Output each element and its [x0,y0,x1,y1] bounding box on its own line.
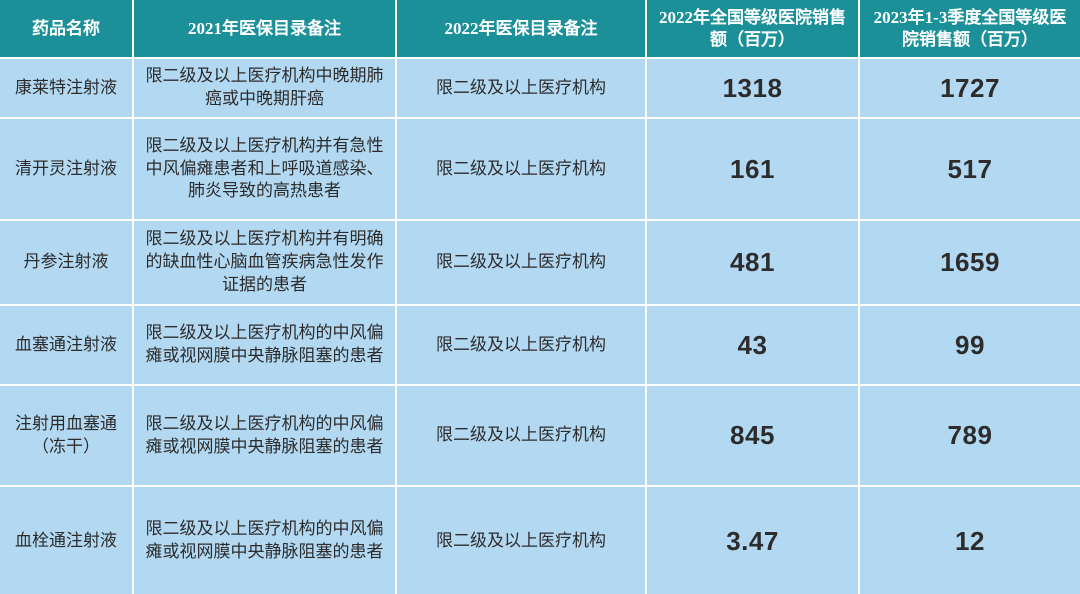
table-row: 注射用血塞通（冻干） 限二级及以上医疗机构的中风偏瘫或视网膜中央静脉阻塞的患者 … [0,385,1080,487]
cell-2022-note: 限二级及以上医疗机构 [396,305,647,386]
cell-drug-name: 血栓通注射液 [0,486,134,594]
cell-drug-name: 丹参注射液 [0,220,134,306]
cell-drug-name: 注射用血塞通（冻干） [0,385,134,487]
cell-2021-note: 限二级及以上医疗机构的中风偏瘫或视网膜中央静脉阻塞的患者 [133,486,397,594]
cell-2022-note: 限二级及以上医疗机构 [396,385,647,487]
cell-drug-name: 康莱特注射液 [0,58,134,119]
cell-2021-note: 限二级及以上医疗机构并有明确的缺血性心脑血管疾病急性发作证据的患者 [133,220,397,306]
cell-2022-sales: 481 [646,220,860,306]
cell-drug-name: 血塞通注射液 [0,305,134,386]
cell-2022-note: 限二级及以上医疗机构 [396,486,647,594]
cell-2022-sales: 845 [646,385,860,487]
table-row: 康莱特注射液 限二级及以上医疗机构中晚期肺癌或中晚期肝癌 限二级及以上医疗机构 … [0,58,1080,119]
table-row: 血栓通注射液 限二级及以上医疗机构的中风偏瘫或视网膜中央静脉阻塞的患者 限二级及… [0,486,1080,594]
cell-drug-name: 清开灵注射液 [0,118,134,221]
cell-2021-note: 限二级及以上医疗机构的中风偏瘫或视网膜中央静脉阻塞的患者 [133,305,397,386]
cell-2023-sales: 789 [859,385,1080,487]
table-row: 丹参注射液 限二级及以上医疗机构并有明确的缺血性心脑血管疾病急性发作证据的患者 … [0,220,1080,306]
cell-2022-sales: 3.47 [646,486,860,594]
column-header-2022-sales: 2022年全国等级医院销售额（百万） [646,0,860,59]
cell-2023-sales: 1659 [859,220,1080,306]
cell-2023-sales: 99 [859,305,1080,386]
column-header-2021-note: 2021年医保目录备注 [133,0,397,59]
table-row: 血塞通注射液 限二级及以上医疗机构的中风偏瘫或视网膜中央静脉阻塞的患者 限二级及… [0,305,1080,386]
cell-2021-note: 限二级及以上医疗机构的中风偏瘫或视网膜中央静脉阻塞的患者 [133,385,397,487]
cell-2022-sales: 1318 [646,58,860,119]
cell-2021-note: 限二级及以上医疗机构并有急性中风偏瘫患者和上呼吸道感染、肺炎导致的高热患者 [133,118,397,221]
cell-2022-note: 限二级及以上医疗机构 [396,220,647,306]
cell-2023-sales: 12 [859,486,1080,594]
cell-2021-note: 限二级及以上医疗机构中晚期肺癌或中晚期肝癌 [133,58,397,119]
table-row: 清开灵注射液 限二级及以上医疗机构并有急性中风偏瘫患者和上呼吸道感染、肺炎导致的… [0,118,1080,221]
cell-2023-sales: 1727 [859,58,1080,119]
column-header-2023-sales: 2023年1-3季度全国等级医院销售额（百万） [859,0,1080,59]
cell-2022-note: 限二级及以上医疗机构 [396,118,647,221]
cell-2022-note: 限二级及以上医疗机构 [396,58,647,119]
column-header-2022-note: 2022年医保目录备注 [396,0,647,59]
column-header-drug-name: 药品名称 [0,0,134,59]
table-header-row: 药品名称 2021年医保目录备注 2022年医保目录备注 2022年全国等级医院… [0,0,1080,59]
cell-2022-sales: 43 [646,305,860,386]
cell-2023-sales: 517 [859,118,1080,221]
cell-2022-sales: 161 [646,118,860,221]
